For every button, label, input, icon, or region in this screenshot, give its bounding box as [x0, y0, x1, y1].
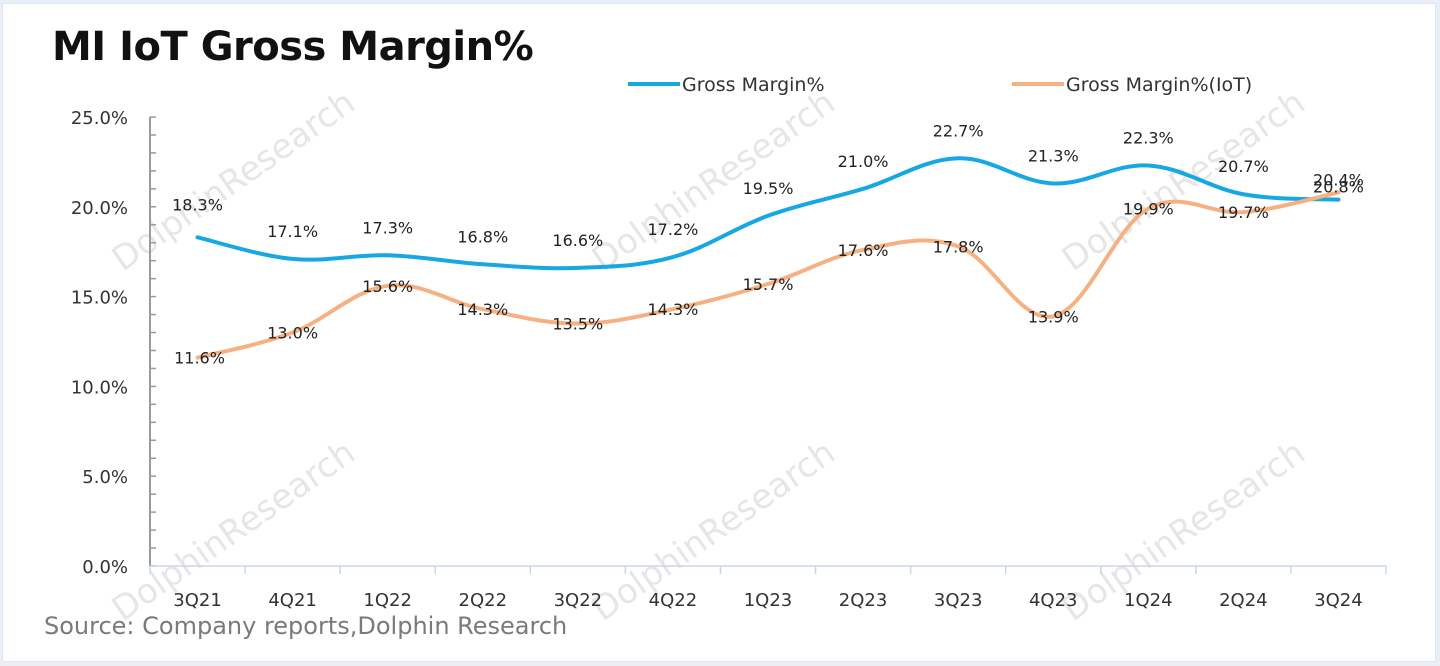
source-note: Source: Company reports,Dolphin Research	[44, 612, 568, 640]
watermark-text: DolphinResearch	[105, 82, 363, 279]
x-tick-label: 1Q23	[744, 590, 793, 611]
watermark-text: DolphinResearch	[585, 82, 843, 279]
x-tick-label: 4Q22	[649, 590, 698, 611]
x-tick-label: 1Q24	[1124, 590, 1173, 611]
x-tick-label: 2Q22	[459, 590, 508, 611]
data-label: 13.9%	[1028, 307, 1079, 326]
data-label: 17.2%	[648, 220, 699, 239]
y-tick-label: 0.0%	[82, 557, 128, 578]
data-label: 20.7%	[1218, 157, 1269, 176]
data-label: 21.0%	[838, 152, 889, 171]
data-label: 16.8%	[457, 227, 508, 246]
legend-label: Gross Margin%(IoT)	[1066, 74, 1252, 96]
y-tick-label: 25.0%	[71, 108, 128, 129]
watermark-text: DolphinResearch	[1055, 82, 1313, 279]
data-label: 15.6%	[362, 277, 413, 296]
data-label: 14.3%	[457, 300, 508, 319]
data-label: 17.1%	[267, 222, 318, 241]
watermark-text: DolphinResearch	[1055, 432, 1313, 629]
x-tick-label: 2Q23	[839, 590, 888, 611]
data-label: 15.7%	[743, 275, 794, 294]
data-label: 17.3%	[362, 218, 413, 237]
data-label: 22.3%	[1123, 128, 1174, 147]
data-label: 17.6%	[838, 241, 889, 260]
data-label: 13.5%	[552, 315, 603, 334]
data-label: 11.6%	[174, 349, 225, 368]
data-label: 18.3%	[172, 195, 223, 214]
data-label: 13.0%	[267, 324, 318, 343]
data-label: 17.8%	[933, 237, 984, 256]
y-tick-label: 20.0%	[71, 198, 128, 219]
x-tick-label: 3Q21	[173, 590, 222, 611]
y-tick-label: 15.0%	[71, 288, 128, 309]
watermark-text: DolphinResearch	[105, 432, 363, 629]
legend-label: Gross Margin%	[682, 74, 825, 96]
watermark-text: DolphinResearch	[585, 432, 843, 629]
data-label: 21.3%	[1028, 146, 1079, 165]
series-line-gross-margin-iot	[195, 190, 1341, 360]
x-tick-label: 4Q21	[268, 590, 317, 611]
x-tick-label: 4Q23	[1029, 590, 1078, 611]
series-line-gross-margin	[195, 156, 1341, 271]
data-label: 19.7%	[1218, 203, 1269, 222]
data-label: 19.9%	[1123, 200, 1174, 219]
y-tick-label: 5.0%	[82, 467, 128, 488]
data-label: 19.5%	[743, 179, 794, 198]
data-label: 20.8%	[1313, 177, 1364, 196]
y-tick-label: 10.0%	[71, 377, 128, 398]
data-label: 14.3%	[648, 300, 699, 319]
data-label: 22.7%	[933, 121, 984, 140]
chart-frame	[2, 3, 1436, 662]
data-label: 16.6%	[552, 231, 603, 250]
x-tick-label: 1Q22	[363, 590, 412, 611]
x-tick-label: 3Q22	[554, 590, 603, 611]
x-tick-label: 2Q24	[1219, 590, 1268, 611]
x-tick-label: 3Q23	[934, 590, 983, 611]
chart-title: MI IoT Gross Margin%	[52, 24, 534, 70]
data-label: 20.4%	[1313, 171, 1364, 190]
x-tick-label: 3Q24	[1314, 590, 1363, 611]
